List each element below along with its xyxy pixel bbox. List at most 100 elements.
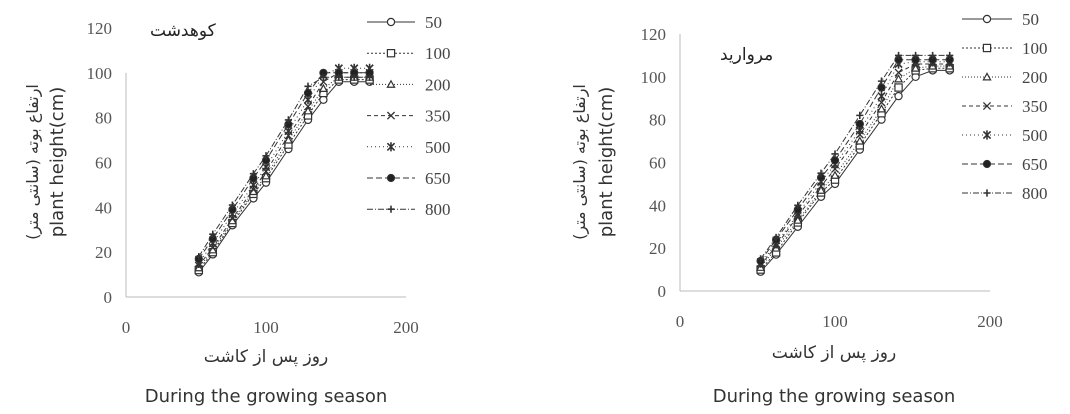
data-point (855, 136, 865, 145)
x-tick-label: 200 (977, 312, 1003, 331)
legend-label: 350 (1022, 97, 1048, 116)
legend-label: 200 (425, 75, 451, 94)
legend-marker (982, 43, 992, 53)
data-point (303, 102, 313, 111)
y-axis-label: ارتفاع بوته (سانتی متر) (23, 84, 43, 240)
series-500 (194, 63, 374, 268)
legend-marker (982, 159, 992, 169)
legend-marker (386, 79, 396, 88)
y-tick-label: 80 (95, 109, 112, 128)
legend-label: 650 (1022, 155, 1048, 174)
y-tick-label: 120 (87, 19, 113, 38)
x-tick-label: 100 (253, 318, 279, 337)
series-line (198, 76, 370, 269)
data-point (228, 201, 236, 209)
y-tick-label: 100 (641, 68, 667, 87)
legend-label: 500 (425, 138, 451, 157)
data-point (912, 51, 920, 60)
series-100 (194, 75, 374, 275)
y-tick-label: 60 (95, 154, 112, 173)
data-point (261, 171, 271, 180)
legend-marker (386, 17, 396, 27)
data-point (816, 185, 826, 194)
chart-1: 0 20 40 60 80 100 120 0 100 200 50 100 200 350 500 650 8… (23, 13, 451, 407)
legend-marker (983, 189, 991, 197)
data-point (757, 255, 765, 263)
series-50 (756, 66, 954, 276)
data-point (283, 135, 294, 144)
series-line (760, 69, 950, 273)
y-axis-label-en: plant height(cm) (596, 87, 617, 238)
series-line (198, 79, 370, 271)
data-point (195, 253, 203, 261)
data-point (303, 88, 313, 98)
legend-marker (386, 173, 396, 183)
legend-label: 800 (425, 200, 451, 219)
legend-label: 200 (1022, 68, 1048, 87)
data-point (831, 150, 839, 158)
chart-2: 0 20 40 60 80 100 120 0 100 200 50 100 200 350 500 650 8… (570, 10, 1048, 407)
data-point (262, 152, 270, 160)
legend-marker (386, 142, 396, 152)
legend-label: 50 (1022, 10, 1039, 29)
legend-label: 100 (1022, 39, 1048, 58)
y-tick-label: 20 (95, 243, 112, 262)
legend: 50 100 200 350 500 650 800 (367, 13, 451, 219)
data-point (794, 201, 802, 209)
legend-label: 650 (425, 169, 451, 188)
y-tick-label: 0 (658, 282, 667, 301)
legend-marker (982, 72, 992, 81)
x-tick-label: 100 (822, 312, 848, 331)
x-tick-label: 0 (676, 312, 685, 331)
data-point (209, 230, 217, 238)
data-point (350, 73, 358, 81)
legend-marker (982, 130, 992, 140)
legend: 50 100 200 350 500 650 800 (962, 10, 1048, 203)
series-650 (756, 55, 954, 266)
legend-label: 500 (1022, 126, 1048, 145)
y-tick-label: 120 (641, 25, 667, 44)
data-point (284, 116, 292, 124)
data-point (830, 170, 840, 179)
y-tick-label: 40 (649, 196, 666, 215)
legend-marker (387, 205, 395, 213)
series-line (760, 61, 950, 264)
data-point (894, 68, 903, 77)
data-point (877, 98, 886, 107)
y-tick-label: 100 (87, 64, 113, 83)
y-axis-label: ارتفاع بوته (سانتی متر) (570, 84, 590, 240)
data-point (910, 63, 921, 72)
chart-title: مروارید (720, 45, 773, 65)
series-line (760, 67, 950, 270)
data-point (876, 104, 887, 113)
data-point (817, 169, 825, 177)
data-point (855, 119, 864, 129)
x-tick-label: 200 (393, 318, 419, 337)
y-tick-label: 80 (649, 111, 666, 130)
legend-marker (982, 14, 992, 24)
series-line (760, 65, 950, 268)
data-point (249, 170, 257, 178)
data-point (772, 233, 780, 242)
y-tick-label: 20 (649, 239, 666, 258)
y-tick-label: 0 (104, 288, 113, 307)
series-50 (194, 77, 374, 277)
legend-label: 50 (425, 13, 442, 32)
legend-label: 800 (1022, 184, 1048, 203)
y-tick-label: 60 (649, 154, 666, 173)
legend-marker (982, 101, 992, 111)
x-tick-label: 0 (122, 318, 131, 337)
series-650 (194, 68, 374, 263)
data-point (929, 51, 937, 60)
data-point (877, 91, 886, 101)
data-point (877, 77, 886, 85)
series-line (198, 72, 370, 260)
chart-title: کوهدشت (150, 21, 217, 41)
data-point (318, 83, 329, 93)
data-point (894, 83, 903, 92)
data-point (304, 82, 312, 90)
series-line (198, 76, 370, 257)
series-line (760, 59, 950, 262)
series-350 (194, 68, 374, 270)
